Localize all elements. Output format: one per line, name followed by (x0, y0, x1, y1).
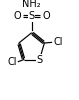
Text: S: S (36, 55, 43, 65)
Text: Cl: Cl (54, 37, 63, 47)
Text: S: S (29, 11, 35, 21)
Text: NH₂: NH₂ (22, 0, 41, 9)
Text: Cl: Cl (7, 57, 17, 67)
Text: O: O (13, 11, 21, 21)
Text: O: O (42, 11, 50, 21)
